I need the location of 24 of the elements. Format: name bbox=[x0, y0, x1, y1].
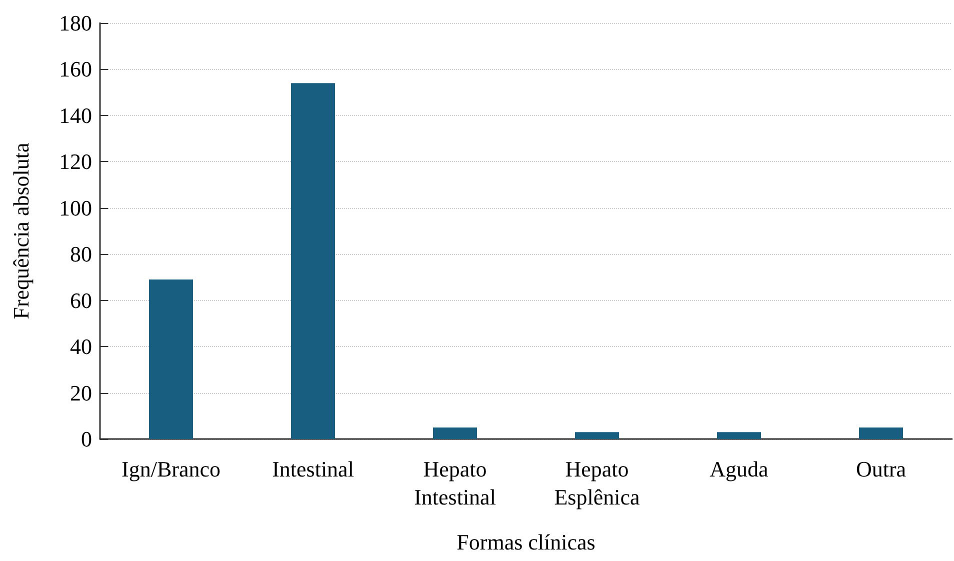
bar bbox=[148, 280, 194, 439]
bar bbox=[574, 432, 620, 439]
x-tick-label: Hepato Esplênica bbox=[554, 456, 640, 510]
y-tick-label: 40 bbox=[70, 334, 92, 360]
bar bbox=[716, 432, 762, 439]
bar bbox=[858, 427, 904, 439]
x-tick-label: Aguda bbox=[710, 456, 769, 482]
y-tick-label: 140 bbox=[59, 102, 92, 128]
x-tick-label: Outra bbox=[856, 456, 906, 482]
bar bbox=[432, 427, 478, 439]
y-tick-label: 60 bbox=[70, 288, 92, 313]
x-axis-title: Formas clínicas bbox=[456, 530, 596, 554]
y-axis-title: Frequência absoluta bbox=[8, 142, 34, 320]
y-tick-label: 0 bbox=[81, 426, 92, 452]
x-tick-label: Hepato Intestinal bbox=[414, 456, 496, 510]
y-tick-label: 20 bbox=[70, 380, 92, 406]
bar bbox=[290, 83, 336, 439]
x-tick-label: Intestinal bbox=[272, 456, 354, 482]
y-tick-label: 160 bbox=[59, 56, 92, 82]
y-tick-label: 120 bbox=[59, 149, 92, 174]
x-tick-label: Ign/Branco bbox=[122, 456, 220, 482]
y-tick-label: 80 bbox=[70, 242, 92, 267]
y-tick-label: 180 bbox=[59, 10, 92, 36]
y-tick-label: 100 bbox=[59, 195, 92, 220]
